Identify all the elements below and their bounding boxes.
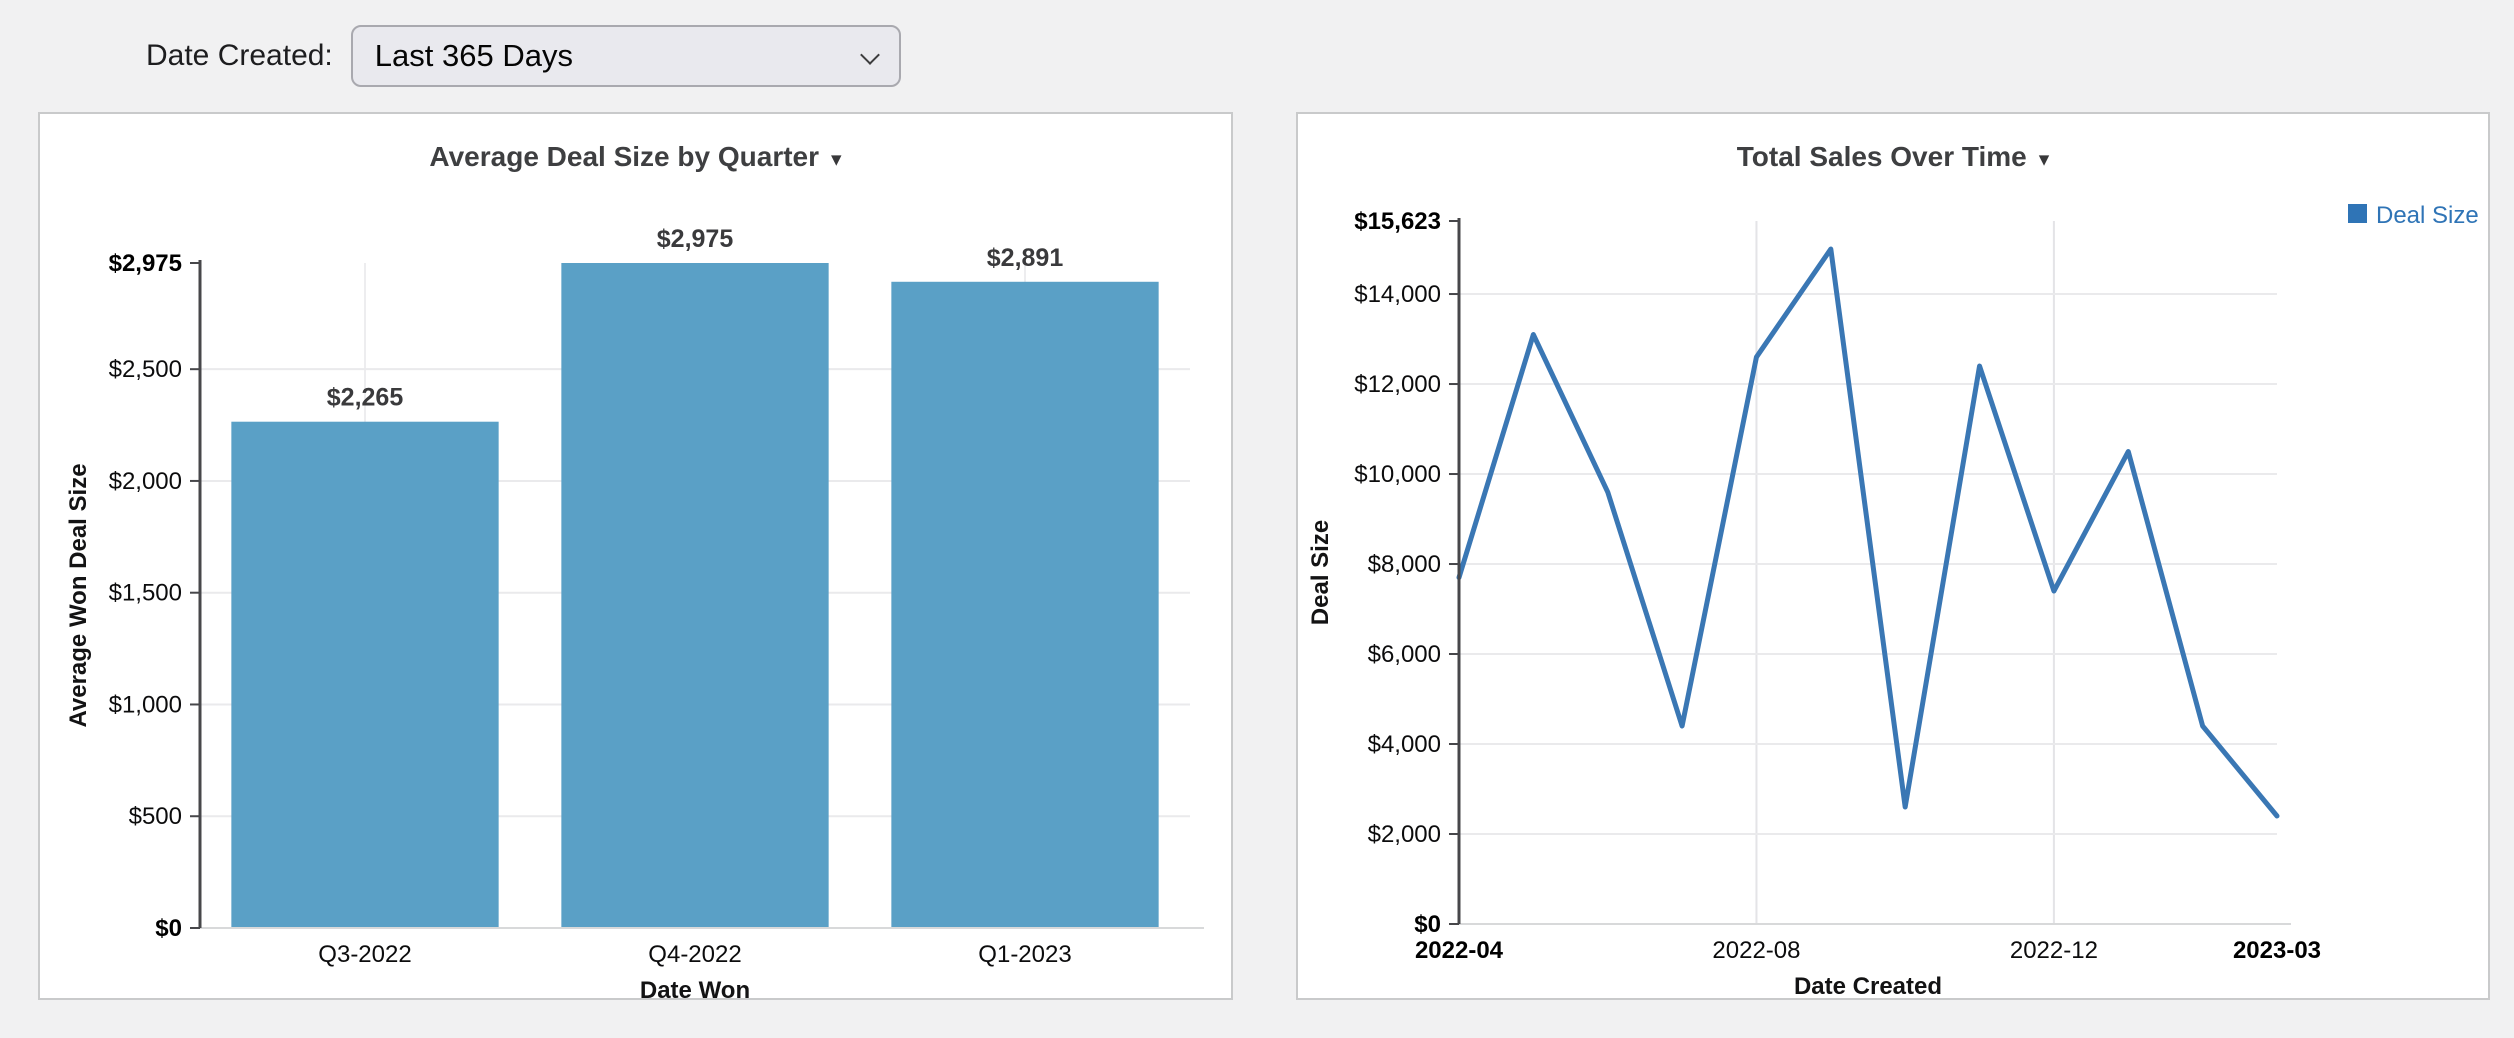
- date-created-label: Date Created:: [146, 39, 333, 72]
- y-axis: $0 $2,000 $4,000 $6,000 $8,000 $10,000 $12,000…: [1354, 208, 1461, 938]
- legend-swatch: [2348, 204, 2367, 223]
- svg-text:$4,000: $4,000: [1368, 731, 1441, 758]
- svg-text:2022-04: 2022-04: [1415, 937, 1504, 964]
- bars: $2,265 $2,975 $2,891: [231, 225, 1159, 928]
- bar-q1-2023[interactable]: [891, 281, 1159, 928]
- svg-text:$1,000: $1,000: [109, 691, 182, 718]
- bar-value-label: $2,891: [987, 244, 1064, 272]
- svg-text:2022-12: 2022-12: [2010, 937, 2098, 964]
- panel-average-deal-size: Average Deal Size by Quarter ▾ $2,265 $2,…: [38, 112, 1233, 1000]
- svg-text:2022-08: 2022-08: [1712, 937, 1800, 964]
- x-axis: Q3-2022 Q4-2022 Q1-2023: [318, 941, 1071, 968]
- svg-text:$1,500: $1,500: [109, 580, 182, 607]
- y-axis: $0 $500 $1,000 $1,500 $2,000 $2,500 $2,975: [109, 250, 202, 942]
- chart-title: Average Deal Size by Quarter: [429, 141, 820, 172]
- deal-size-line[interactable]: [1456, 246, 2280, 819]
- y-axis-title: Deal Size: [1307, 520, 1334, 625]
- svg-text:$14,000: $14,000: [1354, 281, 1441, 308]
- svg-text:$10,000: $10,000: [1354, 461, 1441, 488]
- line-chart-total-sales: $0 $2,000 $4,000 $6,000 $8,000 $10,000 $12,000…: [1307, 202, 2479, 1000]
- svg-text:$2,500: $2,500: [109, 356, 182, 383]
- svg-text:$0: $0: [155, 915, 182, 942]
- dashboard: Average Deal Size by Quarter ▾ $2,265 $2,…: [38, 112, 2514, 1000]
- bar-value-label: $2,975: [657, 225, 734, 253]
- bar-q4-2022[interactable]: [561, 263, 829, 928]
- chevron-down-icon: ▾: [2038, 147, 2050, 171]
- svg-text:$15,623: $15,623: [1354, 208, 1441, 235]
- x-axis-title: Date Won: [640, 977, 750, 1000]
- gridlines: [1459, 221, 2277, 924]
- bar-value-label: $2,265: [327, 384, 404, 412]
- svg-text:$2,000: $2,000: [1368, 821, 1441, 848]
- bar-chart-average-deal-size: $2,265 $2,975 $2,891 $0 $500 $1,000 $1,500 $2,0…: [65, 225, 1204, 1000]
- svg-text:$8,000: $8,000: [1368, 551, 1441, 578]
- bar-q3-2022[interactable]: [231, 421, 499, 928]
- legend-label: Deal Size: [2376, 202, 2479, 229]
- svg-text:$0: $0: [1414, 911, 1441, 938]
- chevron-down-icon: [859, 45, 880, 65]
- chevron-down-icon: ▾: [831, 147, 842, 171]
- svg-text:Q1-2023: Q1-2023: [978, 941, 1071, 968]
- svg-text:Q4-2022: Q4-2022: [648, 941, 741, 968]
- svg-text:$2,975: $2,975: [109, 250, 182, 277]
- svg-text:$500: $500: [129, 803, 182, 830]
- chart-title-menu-total-sales[interactable]: Total Sales Over Time ▾: [1298, 114, 2488, 186]
- x-axis: 2022-04 2022-08 2022-12 2023-03: [1415, 937, 2321, 964]
- svg-text:$2,000: $2,000: [109, 468, 182, 495]
- svg-text:$12,000: $12,000: [1354, 371, 1441, 398]
- chart-title: Total Sales Over Time: [1736, 141, 2027, 172]
- panel-total-sales: Total Sales Over Time ▾ $0 $2,000 $4,000 $6…: [1296, 112, 2490, 1000]
- date-created-dropdown[interactable]: Last 365 Days: [350, 25, 901, 87]
- svg-text:$6,000: $6,000: [1368, 641, 1441, 668]
- svg-text:Q3-2022: Q3-2022: [318, 941, 411, 968]
- y-axis-title: Average Won Deal Size: [65, 463, 92, 727]
- svg-text:2023-03: 2023-03: [2233, 937, 2321, 964]
- chart-title-menu-average-deal-size[interactable]: Average Deal Size by Quarter ▾: [40, 114, 1231, 186]
- date-created-dropdown-value: Last 365 Days: [374, 38, 573, 73]
- x-axis-title: Date Created: [1794, 973, 1942, 1000]
- filter-bar: Date Created: Last 365 Days: [0, 0, 2514, 112]
- legend-item-deal-size[interactable]: Deal Size: [2348, 202, 2479, 229]
